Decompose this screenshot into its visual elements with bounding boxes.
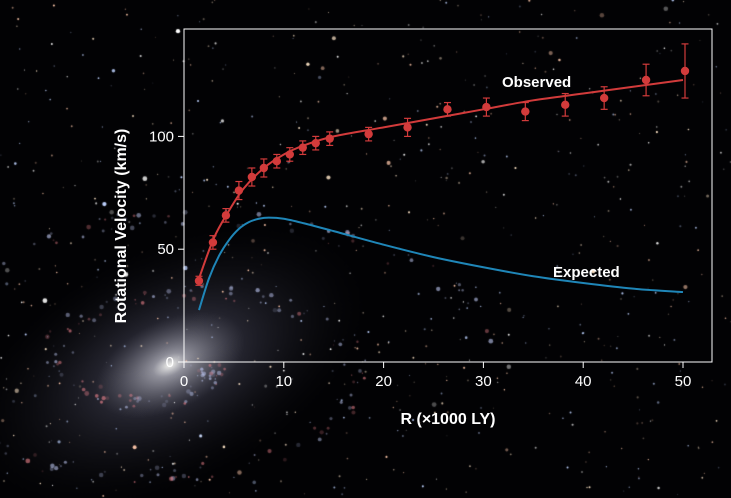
y-tick-label: 0 bbox=[166, 354, 174, 371]
observed-data-point bbox=[482, 102, 491, 112]
observed-data-point bbox=[259, 163, 269, 173]
y-tick-label: 50 bbox=[157, 241, 174, 258]
observed-data-point bbox=[364, 129, 373, 139]
x-tick-label: 30 bbox=[475, 373, 492, 390]
expected-series bbox=[198, 216, 684, 311]
x-tick-label: 20 bbox=[375, 373, 392, 390]
observed-data-point bbox=[521, 107, 530, 116]
observed-data-point bbox=[403, 123, 412, 132]
plot-frame bbox=[183, 28, 713, 363]
observed-data-point bbox=[599, 93, 609, 103]
observed-data-point bbox=[561, 100, 570, 110]
observed-data-point bbox=[298, 143, 307, 152]
x-axis-ticks: 0 10 20 30 40 50 bbox=[180, 362, 692, 390]
observed-data-point bbox=[443, 105, 452, 114]
observed-data-point bbox=[272, 157, 282, 166]
observed-series-label: Observed bbox=[502, 74, 571, 91]
y-axis-ticks: 0 50 100 bbox=[149, 128, 184, 371]
expected-curve bbox=[198, 216, 684, 311]
observed-data-point bbox=[208, 238, 218, 247]
observed-data-point bbox=[247, 172, 257, 182]
x-tick-label: 10 bbox=[275, 373, 292, 390]
expected-series-label: Expected bbox=[553, 264, 620, 281]
observed-data-point bbox=[680, 66, 690, 76]
observed-data-point bbox=[311, 138, 320, 148]
x-tick-label: 0 bbox=[180, 373, 188, 390]
x-tick-label: 40 bbox=[575, 373, 592, 390]
y-tick-label: 100 bbox=[149, 128, 174, 145]
observed-data-point bbox=[221, 211, 231, 220]
observed-data-point bbox=[325, 134, 334, 143]
x-tick-label: 50 bbox=[675, 373, 692, 390]
observed-fit-line bbox=[198, 79, 684, 279]
observed-data-point bbox=[641, 75, 651, 85]
observed-data-point bbox=[194, 276, 204, 285]
observed-data-point bbox=[285, 150, 294, 159]
observed-series bbox=[194, 43, 690, 286]
observed-data-point bbox=[234, 186, 244, 195]
x-axis-title: R (×1000 LY) bbox=[400, 411, 495, 428]
y-axis-title: Rotational Velocity (km/s) bbox=[113, 129, 130, 324]
